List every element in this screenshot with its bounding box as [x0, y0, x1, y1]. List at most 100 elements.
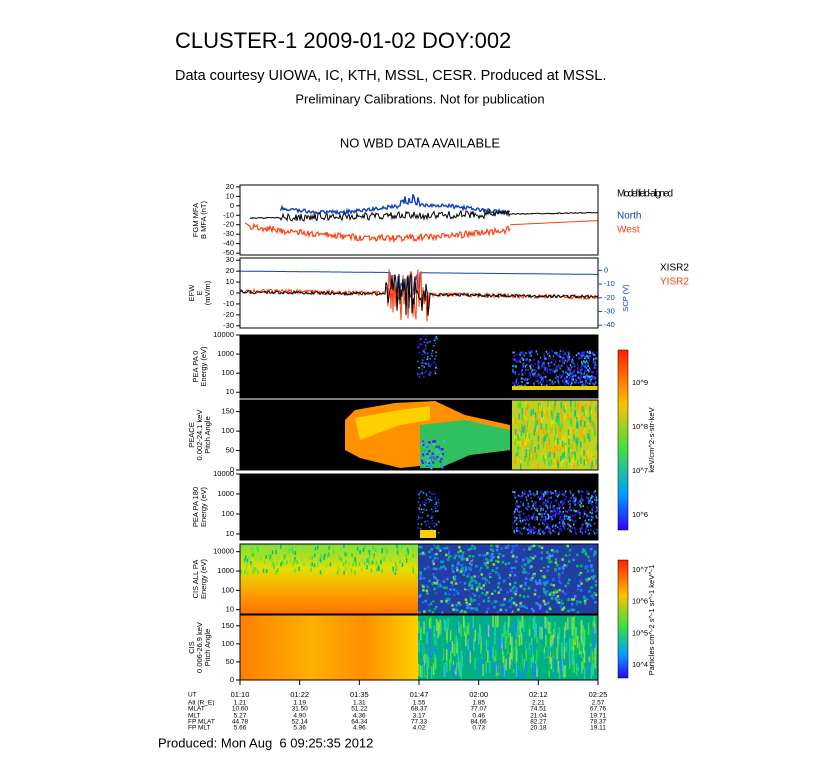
spectrogram-cell: [559, 350, 562, 353]
spectrogram-cell: [517, 381, 520, 384]
spectrogram-cell: [432, 340, 435, 342]
spectrogram-cell: [551, 381, 553, 384]
spectrogram-cell: [294, 550, 297, 555]
spectrogram-cell: [426, 625, 429, 638]
spectrogram-cell: [427, 520, 429, 522]
spectrogram-cell: [589, 350, 592, 353]
spectrogram-cell: [567, 528, 569, 531]
spectrogram-cell: [531, 507, 533, 510]
spectrogram-cell: [541, 418, 543, 425]
spectrogram-cell: [484, 593, 488, 596]
spectrogram-cell: [380, 560, 382, 565]
spectrogram-cell: [424, 372, 426, 374]
spectrogram-cell: [500, 647, 502, 660]
spectrogram-cell: [537, 608, 540, 612]
spectrogram-cell: [499, 640, 501, 653]
spectrogram-cell: [555, 598, 559, 602]
spectrogram-cell: [557, 379, 559, 382]
spectrogram-cell: [581, 526, 583, 529]
spectrogram-cell: [426, 460, 429, 463]
spectrogram-cell: [529, 354, 531, 357]
spectrogram-cell: [438, 580, 441, 584]
spectrogram-cell: [596, 412, 598, 419]
spectrogram-cell: [584, 357, 586, 360]
spectrogram-cell: [490, 594, 494, 598]
spectrogram-cell: [449, 628, 452, 641]
spectrogram-cell: [483, 577, 487, 580]
ephemeris-value: 4.02: [413, 725, 426, 732]
spectrogram-cell: [562, 510, 564, 513]
spectrogram-cell: [434, 457, 437, 460]
spectrogram-cell: [420, 508, 423, 511]
spectrogram-cell: [563, 520, 565, 523]
spectrogram-cell: [538, 637, 540, 650]
spectrogram-cell: [435, 645, 438, 658]
spectrogram-cell: [485, 558, 488, 561]
spectrogram-cell: [530, 545, 534, 548]
spectrogram-cell: [562, 452, 564, 459]
spectrogram-cell: [573, 374, 575, 377]
spectrogram-cell: [586, 560, 589, 563]
spectrogram-cell: [543, 492, 545, 495]
spectrogram-cell: [581, 633, 584, 646]
spectrogram-cell: [521, 423, 523, 430]
spectrogram-cell: [556, 419, 559, 426]
spectrogram-cell: [583, 428, 586, 435]
spectrogram-cell: [338, 555, 341, 560]
spectrogram-cell: [491, 569, 495, 572]
spectrogram-cell: [512, 381, 514, 384]
spectrogram-cell: [474, 572, 477, 576]
spectrogram-cell: [537, 435, 540, 442]
spectrogram-cell: [424, 604, 427, 608]
spectrogram-cell: [593, 532, 596, 535]
spectrogram-cell: [422, 544, 426, 547]
spectrogram-cell: [419, 552, 422, 556]
spectrogram-cell: [425, 347, 427, 349]
spectrogram-cell: [522, 502, 525, 505]
spectrogram-cell: [547, 601, 550, 605]
spectrogram-cell: [494, 637, 496, 650]
spectrogram-cell: [537, 532, 539, 535]
spectrogram-cell: [427, 341, 429, 344]
spectrogram-cell: [572, 589, 575, 593]
spectrogram-cell: [546, 644, 548, 657]
spectrogram-cell: [513, 529, 515, 532]
spectrogram-cell: [440, 600, 443, 603]
spectrogram-cell: [434, 498, 437, 500]
spectrogram-cell: [504, 621, 506, 634]
spectrogram-cell: [580, 502, 583, 505]
spectrogram-cell: [424, 502, 426, 504]
spectrogram-cell: [546, 634, 548, 647]
spectrogram-cell: [521, 439, 524, 446]
spectrogram-cell: [564, 509, 567, 512]
spectrogram-cell: [519, 514, 521, 517]
spectrogram-cell: [512, 601, 516, 605]
spectrogram-cell: [434, 633, 436, 646]
spectrogram-cell: [541, 453, 543, 460]
spectrogram-cell: [478, 657, 481, 670]
spectrogram-cell: [544, 499, 547, 502]
spectrogram-cell: [580, 630, 583, 643]
panel-frame: [239, 399, 599, 471]
spectrogram-cell: [435, 552, 438, 556]
spectrogram-cell: [524, 570, 527, 574]
spectrogram-cell: [588, 501, 590, 504]
spectrogram-cell: [587, 375, 589, 378]
ephemeris-value: 5.66: [234, 725, 247, 732]
spectrogram-cell: [530, 531, 533, 534]
spectrogram-cell: [565, 451, 567, 458]
spectrogram-cell: [376, 548, 378, 553]
spectrogram-cell: [520, 460, 522, 467]
spectrogram-cell: [551, 519, 553, 522]
spectrogram-cell: [497, 591, 501, 594]
spectrogram-cell: [582, 590, 586, 593]
spectrogram-cell: [587, 362, 589, 365]
spectrogram-cell: [423, 504, 426, 506]
spectrogram-cell: [524, 519, 526, 522]
spectrogram-cell: [345, 552, 348, 557]
spectrogram-cell: [245, 566, 247, 571]
spectrogram-cell: [325, 549, 327, 554]
spectrogram-cell: [587, 458, 590, 465]
spectrogram-cell: [566, 375, 568, 378]
spectrogram-cell: [547, 499, 549, 502]
